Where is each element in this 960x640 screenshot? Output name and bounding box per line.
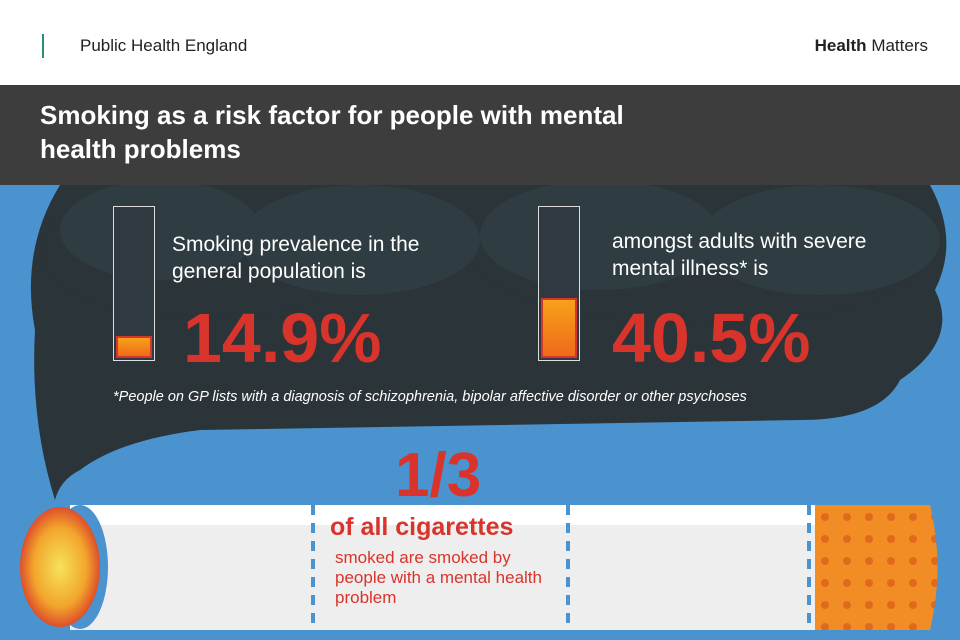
organisation: Public Health England [42,34,247,58]
header [0,0,960,85]
brand: Health Matters [815,36,928,56]
stat-text: Smoking prevalence in the general popula… [172,233,420,283]
footnote: *People on GP lists with a diagnosis of … [113,389,747,405]
gauge [113,206,155,361]
fraction: 1/3 [395,441,482,510]
stat-value: 40.5% [612,299,811,377]
gauge-fill [541,297,577,358]
stat-value: 14.9% [183,299,382,377]
title-band [0,85,960,185]
title: Smoking as a risk factor for people with… [40,100,624,164]
body-text: smoked are smoked by people with a menta… [335,548,542,607]
headline: of all cigarettes [330,513,514,541]
stat-text: amongst adults with severe mental illnes… [612,230,867,280]
gauge-fill [116,335,152,358]
gauge [538,206,580,361]
brand-text: Matters [871,36,928,55]
brand-bold: Health [814,36,867,55]
